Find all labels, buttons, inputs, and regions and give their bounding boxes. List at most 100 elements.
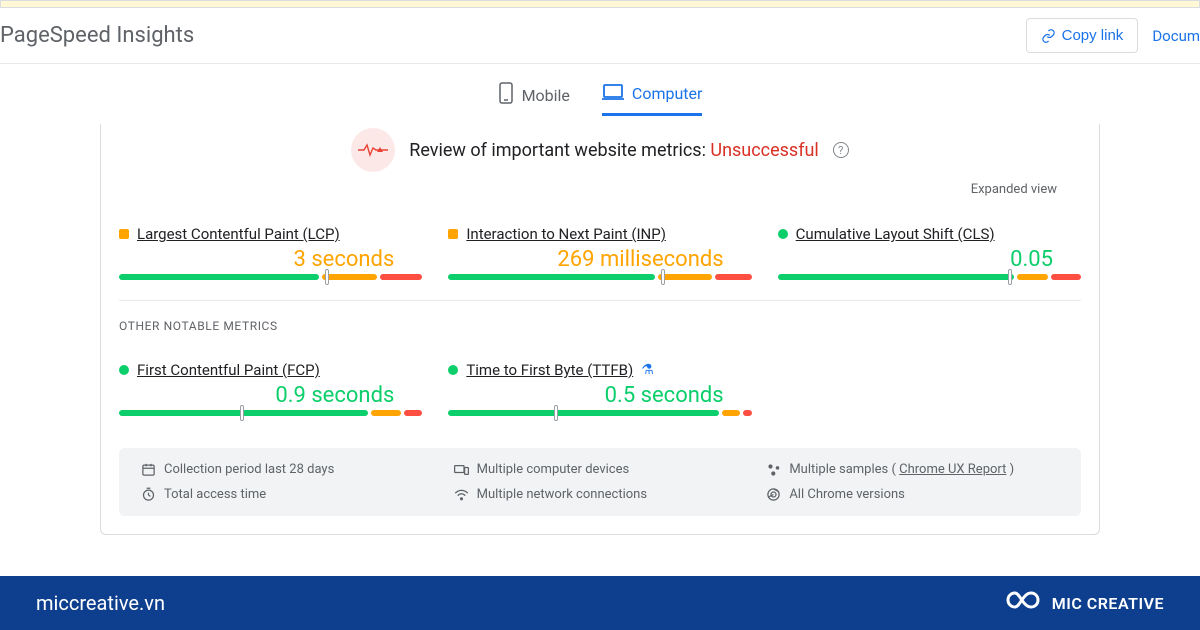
footer-item: Multiple samples ( Chrome UX Report )	[766, 462, 1059, 477]
metric-bar	[448, 274, 751, 280]
footer-link[interactable]: Chrome UX Report	[899, 462, 1006, 477]
metric-lcp: Largest Contentful Paint (LCP) 3 seconds	[119, 225, 422, 280]
copy-link-label: Copy link	[1062, 27, 1124, 44]
metric-value: 0.05	[778, 243, 1081, 274]
bar-segment	[380, 274, 422, 280]
help-icon[interactable]: ?	[833, 142, 849, 158]
footer-item: Total access time	[141, 487, 434, 502]
top-strip	[0, 0, 1200, 8]
metric-marker	[448, 229, 458, 239]
report-card: Review of important website metrics: Uns…	[100, 124, 1100, 535]
mobile-icon	[498, 82, 514, 108]
bar-segment	[448, 410, 718, 416]
metric-marker	[778, 229, 788, 239]
primary-metrics: Largest Contentful Paint (LCP) 3 seconds…	[119, 197, 1081, 292]
header: PageSpeed Insights Copy link Docum	[0, 8, 1200, 64]
metric-header: First Contentful Paint (FCP)	[119, 361, 422, 379]
footer-item: All Chrome versions	[766, 487, 1059, 502]
metric-header: Interaction to Next Paint (INP)	[448, 225, 751, 243]
metric-label[interactable]: Time to First Byte (TTFB)	[466, 361, 633, 379]
metric-bar	[119, 274, 422, 280]
bottom-banner: miccreative.vn MIC CREATIVE	[0, 576, 1200, 630]
metric-value: 0.9 seconds	[119, 379, 422, 410]
bar-pointer	[661, 269, 665, 285]
status-word: Unsuccessful	[710, 140, 818, 161]
status-text: Review of important website metrics: Uns…	[409, 140, 819, 161]
bar-segment	[715, 274, 751, 280]
status-row: Review of important website metrics: Uns…	[119, 124, 1081, 172]
tab-computer[interactable]: Computer	[602, 82, 703, 116]
divider	[119, 300, 1081, 301]
flask-icon: ⚗	[641, 362, 654, 378]
footer-text: Multiple computer devices	[477, 462, 630, 477]
metric-cls: Cumulative Layout Shift (CLS) 0.05	[778, 225, 1081, 280]
calendar-icon	[141, 462, 156, 477]
footer-item: Multiple network connections	[454, 487, 747, 502]
footer-item: Collection period last 28 days	[141, 462, 434, 477]
tab-computer-label: Computer	[632, 84, 703, 103]
device-tabs: Mobile Computer	[0, 64, 1200, 124]
bar-segment	[404, 410, 422, 416]
metric-label[interactable]: Largest Contentful Paint (LCP)	[137, 225, 340, 243]
infinity-icon	[1004, 588, 1042, 618]
bar-pointer	[554, 405, 558, 421]
bar-pointer	[325, 269, 329, 285]
bar-segment	[1051, 274, 1081, 280]
metric-fcp: First Contentful Paint (FCP) 0.9 seconds	[119, 361, 422, 416]
footer-text: Collection period last 28 days	[164, 462, 334, 477]
metric-value: 3 seconds	[119, 243, 422, 274]
other-metrics: First Contentful Paint (FCP) 0.9 seconds…	[119, 333, 1081, 428]
footer-info: Collection period last 28 days Multiple …	[119, 448, 1081, 516]
metric-bar	[448, 410, 751, 416]
tab-mobile-label: Mobile	[522, 86, 570, 105]
footer-text: Multiple samples ( Chrome UX Report )	[789, 462, 1014, 477]
brand-title: PageSpeed Insights	[0, 23, 194, 48]
bar-pointer	[240, 405, 244, 421]
footer-text: All Chrome versions	[789, 487, 905, 502]
metric-label[interactable]: Interaction to Next Paint (INP)	[466, 225, 666, 243]
documentation-link[interactable]: Docum	[1152, 27, 1200, 45]
metric-bar	[119, 410, 422, 416]
bar-segment	[1017, 274, 1047, 280]
bar-segment	[371, 410, 401, 416]
bar-pointer	[1008, 269, 1012, 285]
footer-text: Multiple network connections	[477, 487, 647, 502]
metric-header: Time to First Byte (TTFB) ⚗	[448, 361, 751, 379]
banner-brand-text: MIC CREATIVE	[1052, 594, 1164, 613]
metric-value: 269 milliseconds	[448, 243, 751, 274]
footer-text: Total access time	[164, 487, 266, 502]
computer-icon	[602, 83, 624, 105]
other-metrics-head: OTHER NOTABLE METRICS	[119, 315, 1081, 333]
banner-brand: MIC CREATIVE	[1004, 588, 1164, 618]
metric-label[interactable]: First Contentful Paint (FCP)	[137, 361, 320, 379]
bar-segment	[448, 274, 654, 280]
clock-icon	[141, 487, 156, 502]
copy-link-button[interactable]: Copy link	[1026, 18, 1139, 53]
metric-ttfb: Time to First Byte (TTFB) ⚗ 0.5 seconds	[448, 361, 751, 416]
link-icon	[1041, 28, 1056, 43]
metric-header: Cumulative Layout Shift (CLS)	[778, 225, 1081, 243]
metric-marker	[119, 229, 129, 239]
metric-marker	[448, 365, 458, 375]
status-prefix: Review of important website metrics:	[409, 140, 710, 161]
metric-marker	[119, 365, 129, 375]
bar-segment	[722, 410, 740, 416]
wifi-icon	[454, 487, 469, 502]
bar-segment	[119, 274, 319, 280]
footer-item: Multiple computer devices	[454, 462, 747, 477]
bar-segment	[322, 274, 377, 280]
metric-value: 0.5 seconds	[448, 379, 751, 410]
banner-domain: miccreative.vn	[36, 591, 165, 615]
metric-header: Largest Contentful Paint (LCP)	[119, 225, 422, 243]
header-actions: Copy link Docum	[1026, 18, 1200, 53]
bar-segment	[658, 274, 713, 280]
devices-icon	[454, 462, 469, 477]
samples-icon	[766, 462, 781, 477]
chrome-icon	[766, 487, 781, 502]
tab-mobile[interactable]: Mobile	[498, 82, 570, 116]
expanded-view-toggle[interactable]: Expanded view	[119, 172, 1081, 197]
bar-segment	[743, 410, 752, 416]
metric-label[interactable]: Cumulative Layout Shift (CLS)	[796, 225, 995, 243]
metric-bar	[778, 274, 1081, 280]
status-icon	[351, 128, 395, 172]
